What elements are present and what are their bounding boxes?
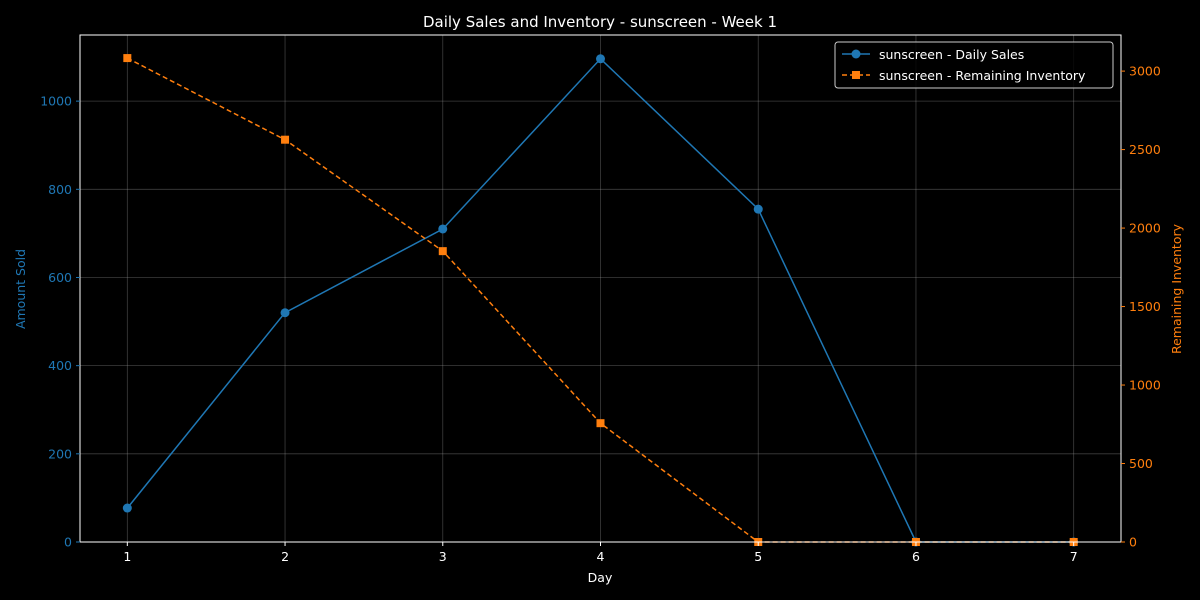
x-tick-label: 7 [1070, 549, 1078, 564]
right-y-tick-label: 2500 [1129, 142, 1161, 157]
left-y-axis-label: Amount Sold [13, 249, 28, 329]
data-point-remaining-inventory [596, 419, 605, 428]
data-point-remaining-inventory [281, 135, 290, 144]
chart-title: Daily Sales and Inventory - sunscreen - … [423, 13, 777, 31]
left-y-tick-label: 800 [48, 182, 72, 197]
left-y-tick-label: 600 [48, 270, 72, 285]
right-y-tick-label: 1000 [1129, 378, 1161, 393]
legend-marker-daily-sales [851, 49, 861, 59]
data-point-daily-sales [280, 308, 290, 318]
data-point-daily-sales [438, 224, 448, 234]
left-y-axis: 0 200 400 600 800 1000 [40, 94, 80, 550]
x-axis: 1 2 3 4 5 6 7 [123, 542, 1078, 564]
right-y-tick-label: 2000 [1129, 221, 1161, 236]
data-point-daily-sales [596, 54, 605, 64]
right-y-tick-label: 0 [1129, 535, 1137, 550]
x-tick-label: 6 [912, 549, 920, 564]
left-y-tick-label: 400 [48, 358, 72, 373]
right-y-tick-label: 3000 [1129, 64, 1161, 79]
right-y-axis: 0 500 1000 1500 2000 2500 3000 [1121, 64, 1161, 550]
left-y-tick-label: 0 [64, 535, 72, 550]
right-y-axis-label: Remaining Inventory [1169, 223, 1184, 354]
left-y-tick-label: 1000 [40, 94, 72, 109]
x-tick-label: 2 [281, 549, 289, 564]
legend-label-daily-sales: sunscreen - Daily Sales [879, 47, 1024, 62]
data-point-remaining-inventory [123, 54, 132, 63]
data-point-daily-sales [122, 503, 132, 513]
x-tick-label: 1 [123, 549, 131, 564]
data-point-daily-sales [753, 204, 763, 214]
right-y-tick-label: 1500 [1129, 299, 1161, 314]
legend-marker-remaining-inventory [852, 71, 860, 79]
grid-lines [80, 35, 1121, 543]
legend-label-remaining-inventory: sunscreen - Remaining Inventory [879, 68, 1086, 83]
legend: sunscreen - Daily Sales sunscreen - Rema… [834, 41, 1114, 89]
data-point-remaining-inventory [438, 247, 447, 256]
x-tick-label: 4 [597, 549, 605, 564]
right-y-tick-label: 500 [1129, 456, 1153, 471]
legend-box [834, 41, 1114, 89]
left-y-tick-label: 200 [48, 446, 72, 461]
x-tick-label: 5 [754, 549, 762, 564]
x-tick-label: 3 [439, 549, 447, 564]
x-axis-label: Day [588, 570, 613, 585]
